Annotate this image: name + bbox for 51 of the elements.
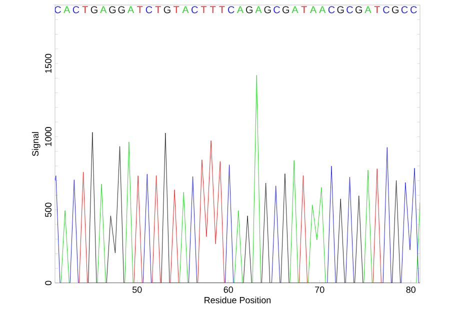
- x-tick-label: 80: [406, 286, 416, 293]
- y-tick-label: 1500: [45, 54, 52, 73]
- annotation: C: [274, 6, 280, 14]
- annotation: A: [310, 6, 317, 14]
- annotation: A: [100, 6, 107, 14]
- annotation: A: [127, 6, 134, 14]
- x-tick-label: 60: [224, 286, 234, 293]
- annotation: C: [328, 6, 335, 14]
- annotation: T: [210, 6, 216, 14]
- annotation: G: [164, 6, 170, 14]
- y-tick-label: 500: [45, 202, 52, 217]
- annotation: T: [200, 6, 207, 14]
- annotation: A: [364, 6, 372, 14]
- annotation: A: [182, 6, 189, 14]
- annotation: C: [146, 6, 152, 14]
- annotation: G: [337, 6, 344, 14]
- annotation: C: [346, 6, 353, 14]
- annotation: T: [82, 6, 88, 14]
- annotation: C: [410, 6, 417, 14]
- x-tick-label: 70: [315, 286, 324, 293]
- annotation: G: [355, 6, 362, 14]
- annotation: A: [255, 6, 262, 14]
- annotation: C: [401, 6, 408, 14]
- annotation: G: [392, 6, 399, 14]
- annotation: G: [118, 6, 125, 14]
- annotation: A: [236, 6, 244, 14]
- annotation: T: [374, 6, 380, 14]
- annotation: T: [155, 6, 161, 14]
- annotation: G: [282, 6, 290, 14]
- line-series: [55, 74, 420, 283]
- annotation: T: [174, 6, 180, 14]
- annotation: G: [90, 6, 98, 14]
- annotation: T: [301, 6, 307, 14]
- annotation: C: [192, 6, 198, 14]
- annotation: C: [72, 6, 80, 14]
- line-series: [55, 147, 420, 283]
- annotation: A: [319, 6, 326, 14]
- annotation: A: [292, 6, 298, 14]
- y-tick-label: 0: [45, 280, 52, 286]
- annotation: G: [246, 6, 253, 14]
- annotation: A: [64, 6, 70, 14]
- x-tick-label: 50: [132, 286, 142, 293]
- annotation: G: [109, 6, 116, 14]
- annotation: T: [137, 6, 143, 14]
- annotation: T: [219, 6, 225, 14]
- annotation: C: [383, 6, 390, 14]
- x-axis-title: Residue Position: [204, 296, 271, 304]
- y-axis-title: Signal: [32, 132, 40, 156]
- annotation: G: [264, 6, 271, 14]
- annotation: C: [228, 6, 234, 14]
- y-tick-label: 1000: [45, 127, 52, 146]
